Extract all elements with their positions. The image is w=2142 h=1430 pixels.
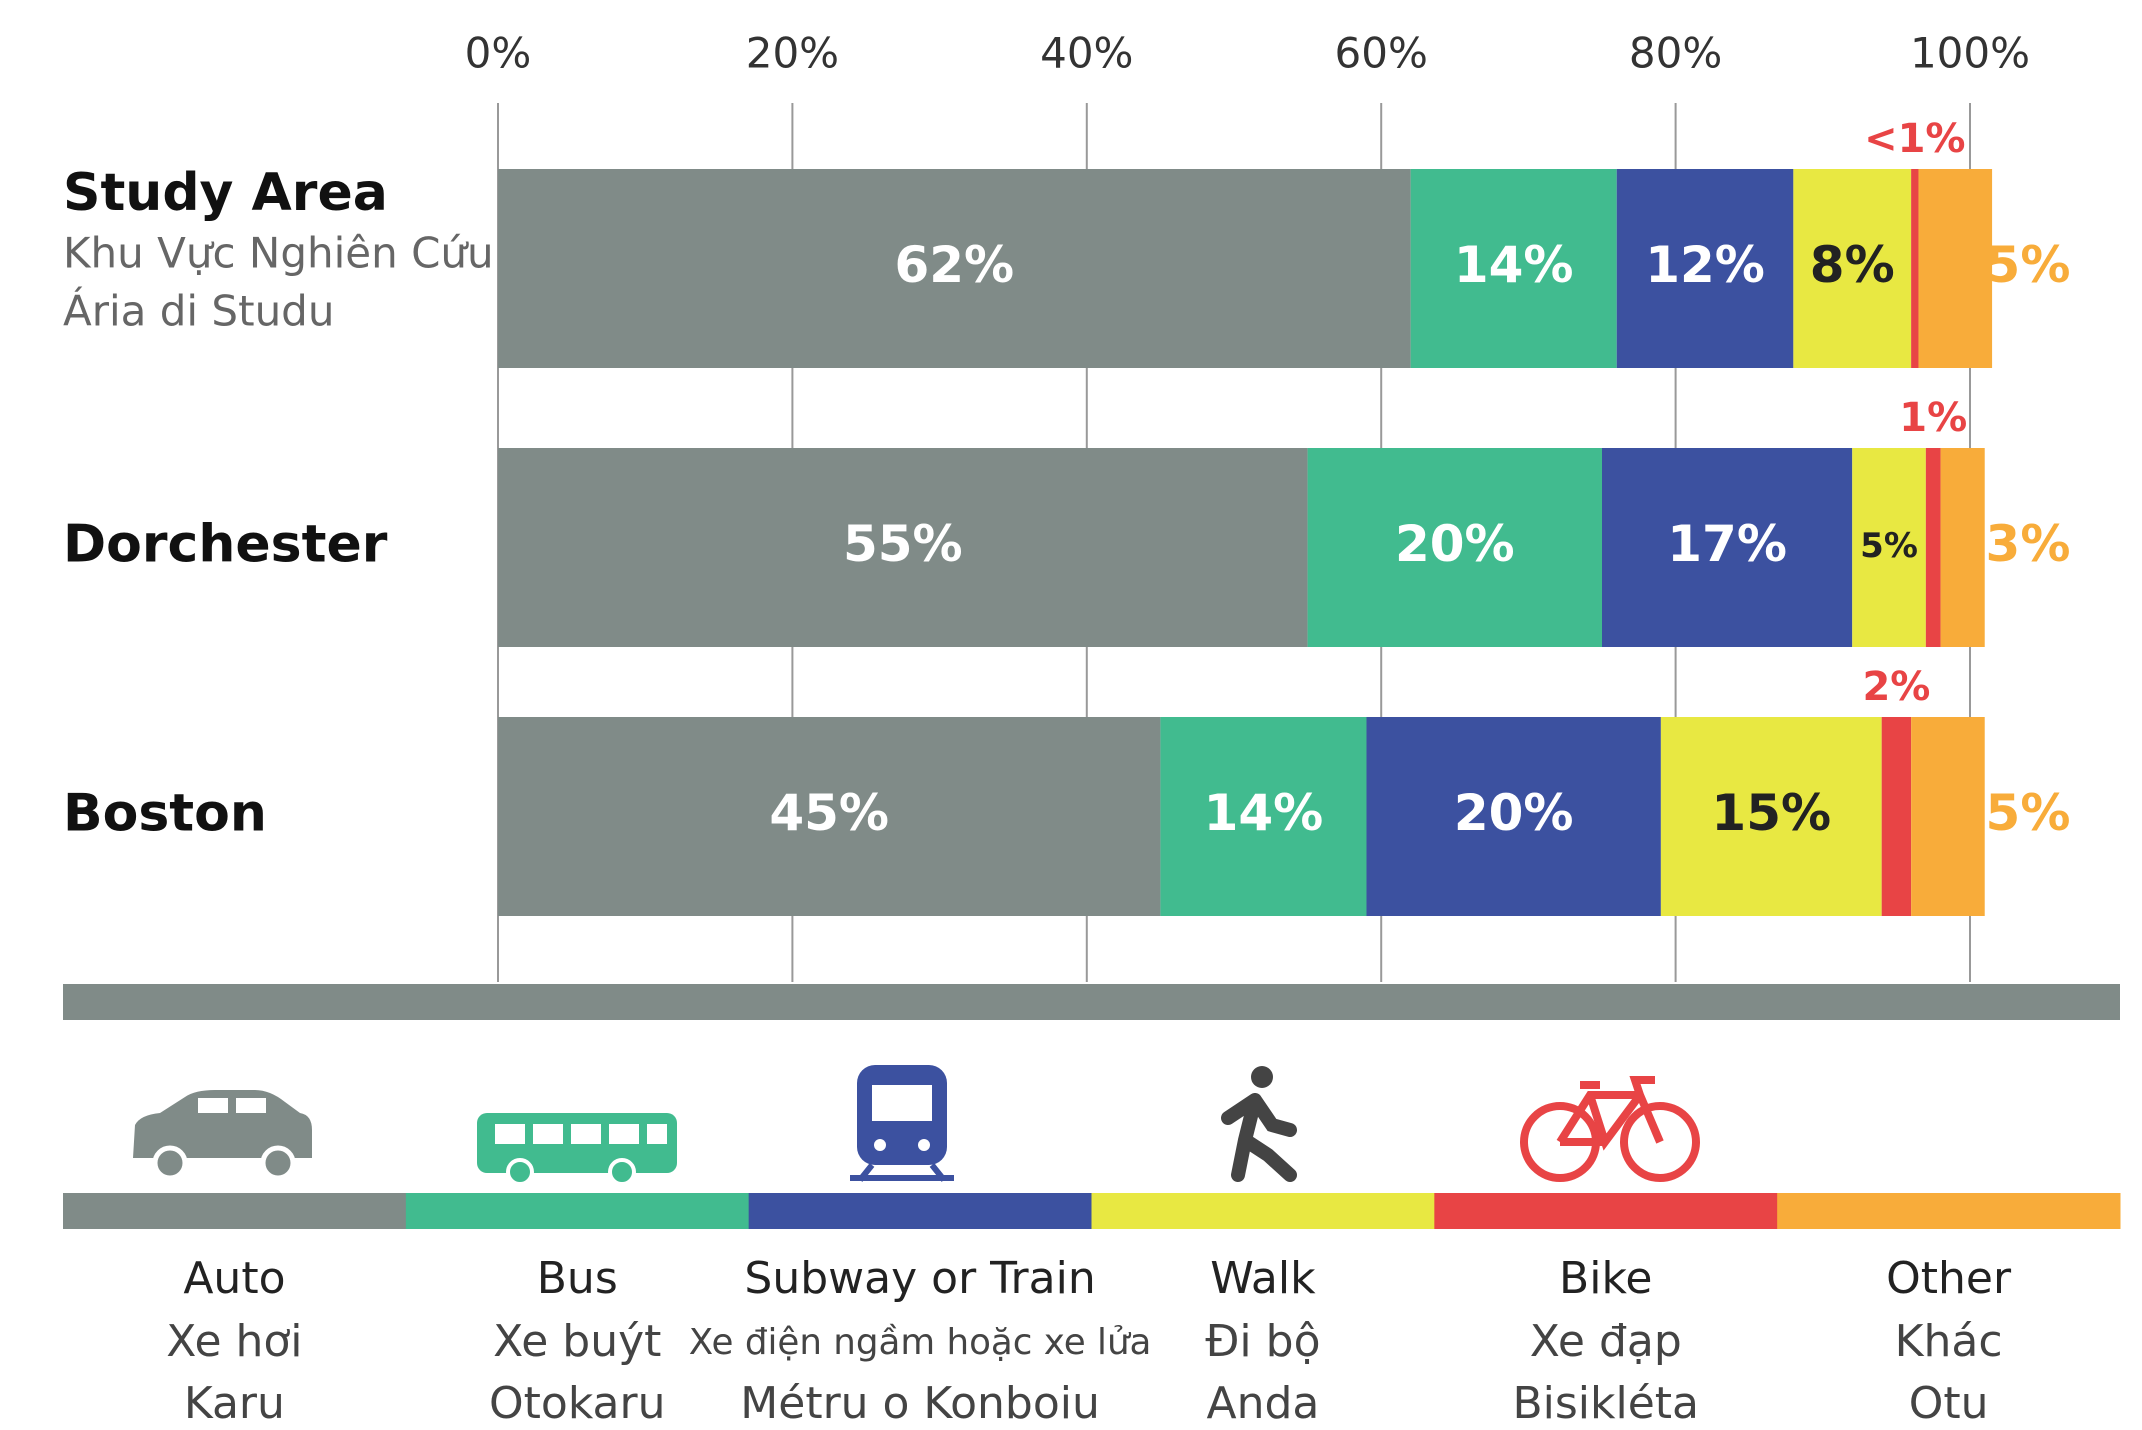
value-label: 15% (1711, 784, 1831, 842)
bar-segment (1660, 717, 1882, 916)
bar-segment (1410, 169, 1617, 368)
value-label: 17% (1667, 515, 1787, 573)
x-tick-label: 0% (465, 29, 532, 78)
legend-label: Other (1886, 1253, 2012, 1304)
bar-segment (1911, 169, 1919, 368)
bar-segment (1940, 448, 1985, 647)
separator (63, 984, 2120, 1020)
legend-label: Bus (537, 1253, 618, 1304)
value-label: 55% (843, 515, 963, 573)
bike-icon (1520, 1076, 1700, 1182)
legend-swatch (63, 1193, 407, 1229)
value-label: 14% (1454, 236, 1574, 294)
train-icon (850, 1065, 954, 1182)
bus-icon (477, 1113, 677, 1186)
value-label: 45% (769, 784, 889, 842)
row-subtitle: Ária di Studu (63, 286, 334, 336)
bar-segment (1602, 448, 1853, 647)
bar-segment (498, 448, 1308, 647)
value-label: <1% (1864, 116, 1965, 162)
legend-label: Auto (183, 1253, 285, 1304)
bar-segment (1307, 448, 1602, 647)
bar-segment (1793, 169, 1912, 368)
legend-swatch (748, 1193, 1092, 1229)
legend-label: Walk (1210, 1253, 1316, 1304)
value-label: 5% (1860, 526, 1918, 566)
walk-icon (1221, 1066, 1297, 1182)
value-label: 5% (1986, 784, 2071, 842)
row-label: Boston (63, 784, 267, 844)
bar-segment (1616, 169, 1794, 368)
value-label: 14% (1204, 784, 1324, 842)
bar-segment (498, 717, 1161, 916)
legend-translation: Anda (1206, 1378, 1319, 1429)
legend-label: Bike (1559, 1253, 1652, 1304)
value-label: 5% (1986, 236, 2071, 294)
value-label: 62% (894, 236, 1014, 294)
value-label: 2% (1862, 664, 1930, 710)
bar-segment (498, 169, 1411, 368)
x-tick-label: 40% (1040, 29, 1133, 78)
row-subtitle: Khu Vực Nghiên Cứu (63, 229, 494, 278)
value-label: 20% (1454, 784, 1574, 842)
value-label: 1% (1899, 395, 1967, 441)
car-icon (133, 1090, 312, 1181)
bar-segment (1918, 169, 1993, 368)
legend-translation: Otokaru (489, 1378, 665, 1429)
bar-segment (1911, 717, 1985, 916)
legend-swatch (1777, 1193, 2121, 1229)
bar-segment (1881, 717, 1912, 916)
value-label: 8% (1810, 236, 1895, 294)
legend-swatch (405, 1193, 750, 1229)
legend-translation: Khác (1895, 1316, 2003, 1367)
legend-swatch (1091, 1193, 1435, 1229)
value-label: 3% (1986, 515, 2071, 573)
legend-swatch (1434, 1193, 1778, 1229)
x-tick-label: 20% (746, 29, 839, 78)
row-label: Study Area (63, 163, 388, 223)
value-label: 12% (1645, 236, 1765, 294)
row-label: Dorchester (63, 515, 388, 575)
legend-translation: Otu (1909, 1378, 1989, 1429)
legend-translation: Karu (184, 1378, 285, 1429)
legend-label: Subway or Train (744, 1253, 1095, 1304)
legend-translation: Métru o Konboiu (740, 1378, 1100, 1429)
legend-translation: Xe buýt (493, 1316, 661, 1367)
legend-translation: Xe hơi (166, 1316, 302, 1367)
value-label: 20% (1395, 515, 1515, 573)
bar-segment (1925, 448, 1941, 647)
bar-segment (1366, 717, 1661, 916)
legend-translation: Xe đạp (1530, 1316, 1682, 1367)
bar-segment (1160, 717, 1367, 916)
legend-translation: Đi bộ (1205, 1316, 1320, 1367)
legend-translation: Bisikléta (1512, 1378, 1699, 1429)
x-tick-label: 100% (1910, 29, 2030, 78)
bar-segment (1852, 448, 1926, 647)
x-tick-label: 80% (1629, 29, 1722, 78)
legend-translation: Xe điện ngầm hoặc xe lửa (689, 1322, 1152, 1363)
x-tick-label: 60% (1335, 29, 1428, 78)
